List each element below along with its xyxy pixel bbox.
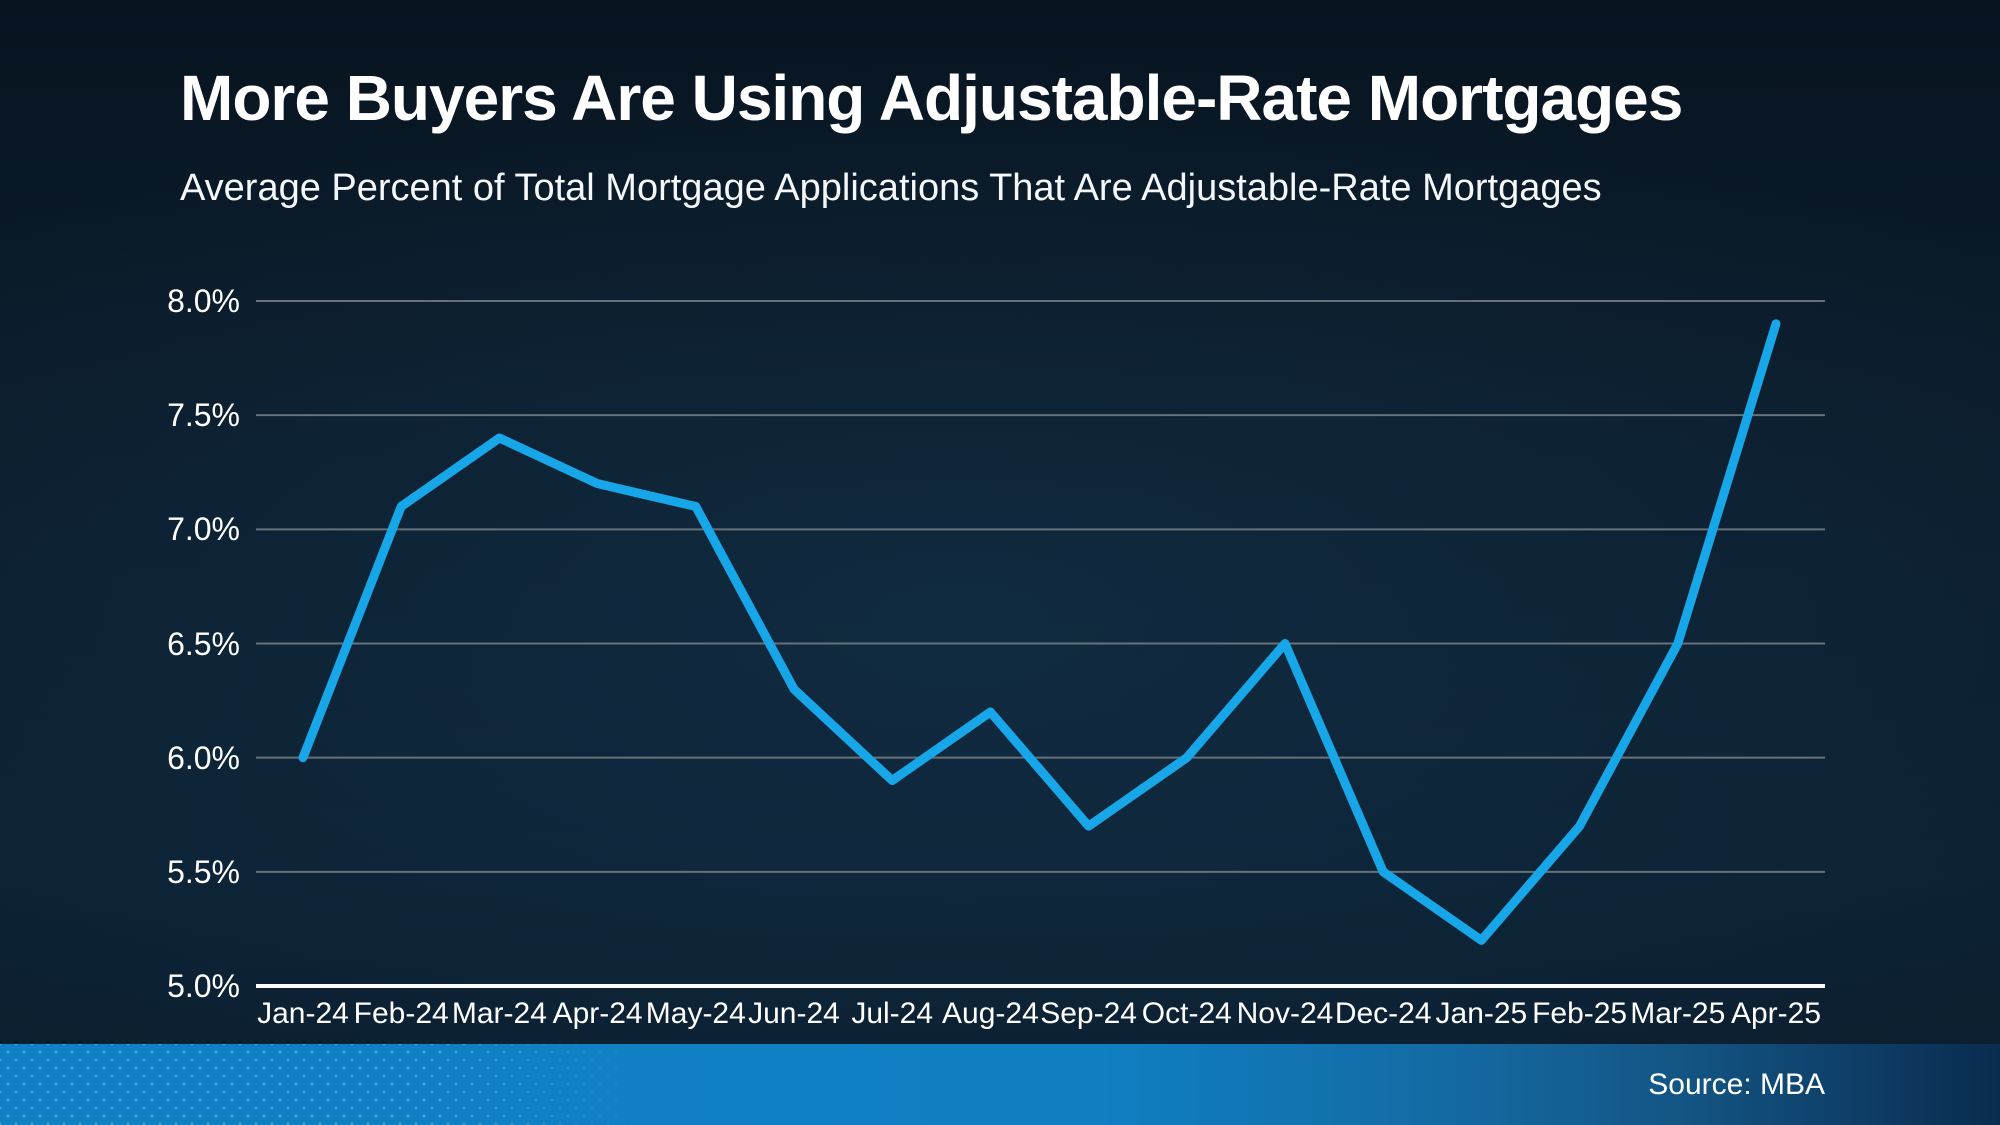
x-axis-tick-label: Jun-24: [748, 997, 840, 1030]
chart-subtitle: Average Percent of Total Mortgage Applic…: [180, 167, 1602, 209]
x-axis-tick-label: Sep-24: [1040, 997, 1137, 1030]
x-axis-tick-label: Aug-24: [942, 997, 1039, 1030]
x-axis-tick-label: Apr-24: [552, 997, 643, 1030]
x-axis-tick-label: Apr-25: [1730, 997, 1822, 1030]
footer-bar: Source: MBA: [0, 1044, 2000, 1125]
y-axis-tick-label: 7.5%: [167, 397, 240, 434]
y-axis-tick-label: 8.0%: [167, 283, 240, 319]
x-axis-tick-label: Jan-24: [257, 997, 349, 1030]
y-axis-tick-label: 5.0%: [167, 968, 240, 1004]
x-axis-tick-label: Oct-24: [1141, 997, 1232, 1030]
data-series-line: [298, 319, 1781, 945]
x-axis-tick-label: Mar-25: [1630, 997, 1726, 1030]
x-axis-tick-label: Feb-25: [1532, 997, 1628, 1030]
x-axis-tick-label: Jul-24: [851, 997, 934, 1030]
x-axis-tick-label: Mar-24: [451, 997, 547, 1030]
decorative-dots-pattern: [0, 1044, 640, 1125]
x-axis-tick-label: May-24: [645, 997, 746, 1030]
x-axis-tick-label: Dec-24: [1334, 997, 1432, 1030]
y-axis-tick-label: 7.0%: [167, 511, 240, 548]
y-axis-tick-label: 5.5%: [167, 853, 240, 890]
x-axis-tick-label: Nov-24: [1236, 997, 1334, 1030]
y-axis-tick-label: 6.5%: [167, 625, 240, 662]
chart-title: More Buyers Are Using Adjustable-Rate Mo…: [180, 62, 1683, 134]
x-axis-tick-label: Jan-25: [1435, 997, 1528, 1030]
source-label: Source: MBA: [1648, 1068, 1825, 1101]
x-axis-tick-label: Feb-24: [353, 997, 449, 1030]
y-axis-tick-label: 6.0%: [167, 739, 240, 776]
